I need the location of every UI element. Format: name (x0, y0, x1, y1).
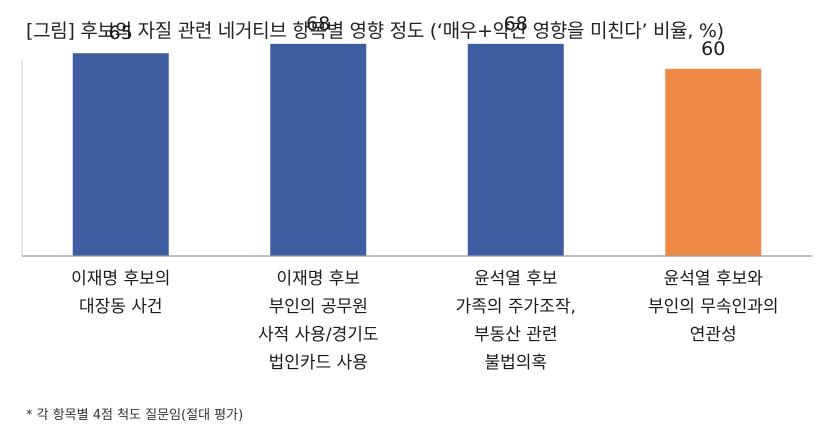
category-label-line: 대장동 사건 (79, 297, 163, 317)
category-label-line: 연관성 (690, 325, 737, 345)
category-label-line: 불법의혹 (484, 353, 547, 373)
chart-title: [그림] 후보의 자질 관련 네거티브 항목별 영향 정도 (‘매우+약간 영향… (26, 20, 724, 42)
data-label-3: 68 (504, 13, 528, 35)
category-label-line: 가족의 주가조작, (456, 297, 576, 317)
bars-group: 65 68 68 60 (72, 13, 762, 257)
category-label-line: 부동산 관련 (474, 325, 558, 345)
category-label-line: 사적 사용/경기도 (258, 325, 379, 345)
bar-1 (72, 53, 169, 257)
bar-4 (665, 68, 762, 256)
category-label-line: 윤석열 후보 (474, 269, 558, 289)
category-label-line: 이재명 후보 (276, 269, 360, 289)
category-label-line: 부인의 공무원 (269, 297, 368, 317)
bar-3 (467, 43, 564, 257)
bar-2 (270, 43, 367, 257)
data-label-1: 65 (109, 22, 133, 44)
footnote: * 각 항목별 4점 척도 질문임(절대 평가) (26, 408, 244, 423)
data-label-4: 60 (701, 38, 725, 60)
data-label-2: 68 (306, 13, 330, 35)
category-label-line: 법인카드 사용 (269, 353, 368, 373)
category-label-line: 이재명 후보의 (71, 269, 170, 289)
category-label-line: 부인의 무속인과의 (648, 297, 779, 317)
category-label-line: 윤석열 후보와 (664, 269, 764, 289)
